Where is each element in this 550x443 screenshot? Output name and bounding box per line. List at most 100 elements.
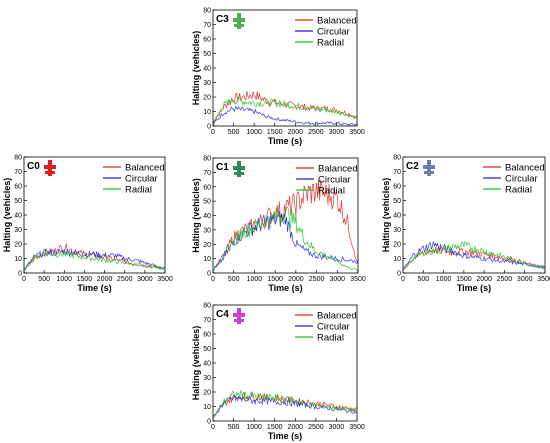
y-tick-label: 60	[393, 184, 401, 191]
y-tick-label: 10	[203, 404, 211, 411]
y-tick-label: 30	[14, 227, 22, 234]
panel-tag: C1	[216, 162, 229, 173]
chart-c0: 0 10 20 30 40 50 60 70 80 0 500 1000 1500 2000 2500 300…	[2, 155, 173, 294]
legend-label-balanced: Balanced	[317, 16, 357, 27]
y-tick-label: 10	[14, 256, 22, 263]
x-tick-label: 2000	[97, 276, 113, 283]
y-axis-label: Halting (vehicles)	[191, 31, 201, 106]
y-tick-label: 80	[393, 155, 401, 162]
x-tick-label: 2500	[497, 276, 513, 283]
x-axis-label: Time (s)	[268, 431, 302, 441]
y-tick-label: 70	[203, 170, 211, 177]
legend-label-radial: Radial	[505, 185, 532, 196]
chart-c3: 0 10 20 30 40 50 60 70 80 0 500 1000 1500 2000 2500 300…	[191, 8, 365, 147]
y-tick-label: 30	[203, 80, 211, 87]
y-tick-label: 80	[203, 8, 211, 15]
x-axis-label: Time (s)	[457, 283, 491, 293]
x-tick-label: 2000	[288, 276, 304, 283]
chart-c4: 0 10 20 30 40 50 60 70 80 0 500 1000 1500 2000 2500 300…	[191, 303, 365, 442]
intersection-icon	[233, 13, 245, 29]
legend-label-circular: Circular	[317, 27, 350, 38]
y-tick-label: 30	[203, 227, 211, 234]
legend-label-radial: Radial	[317, 38, 344, 49]
y-tick-label: 40	[14, 213, 22, 220]
y-tick-label: 50	[393, 198, 401, 205]
x-tick-label: 1000	[246, 129, 262, 136]
x-tick-label: 500	[228, 276, 240, 283]
legend-label-balanced: Balanced	[125, 163, 165, 174]
x-tick-label: 2500	[308, 424, 324, 431]
x-tick-label: 3000	[329, 424, 345, 431]
series-line-balanced	[212, 391, 358, 418]
series-line-radial	[23, 249, 166, 272]
x-tick-label: 3500	[350, 276, 366, 283]
intersection-icon	[423, 160, 435, 176]
y-tick-label: 40	[393, 213, 401, 220]
x-tick-label: 2000	[287, 129, 303, 136]
x-axis-label: Time (s)	[268, 136, 302, 146]
series-line-radial	[212, 206, 359, 272]
legend-label-balanced: Balanced	[317, 311, 357, 322]
x-tick-label: 500	[228, 424, 240, 431]
legend-label-radial: Radial	[317, 333, 344, 344]
series-line-balanced	[212, 91, 358, 124]
x-tick-label: 1000	[246, 424, 262, 431]
y-axis-label: Halting (vehicles)	[191, 326, 201, 401]
x-tick-label: 2000	[476, 276, 492, 283]
y-tick-label: 50	[203, 51, 211, 58]
y-axis-label: Halting (vehicles)	[191, 178, 201, 253]
y-tick-label: 20	[203, 242, 211, 249]
x-tick-label: 0	[401, 276, 405, 283]
panel-tag: C3	[216, 14, 229, 25]
y-tick-label: 40	[203, 66, 211, 73]
x-tick-label: 1500	[456, 276, 472, 283]
x-tick-label: 3000	[137, 276, 153, 283]
y-tick-label: 20	[393, 242, 401, 249]
x-tick-label: 500	[228, 129, 240, 136]
panel-tag: C0	[27, 161, 40, 172]
legend-label-balanced: Balanced	[318, 164, 358, 175]
y-tick-label: 80	[203, 303, 211, 310]
y-tick-label: 0	[397, 271, 401, 278]
y-axis-label: Halting (vehicles)	[2, 178, 12, 253]
y-tick-label: 20	[203, 390, 211, 397]
intersection-icon	[233, 308, 245, 324]
series-line-radial	[212, 389, 358, 418]
x-tick-label: 500	[417, 276, 429, 283]
y-tick-label: 60	[203, 37, 211, 44]
legend-label-circular: Circular	[318, 175, 351, 186]
legend-label-circular: Circular	[317, 322, 350, 333]
x-tick-label: 3000	[329, 129, 345, 136]
y-tick-label: 40	[203, 361, 211, 368]
y-tick-label: 10	[203, 256, 211, 263]
y-tick-label: 20	[14, 242, 22, 249]
panel-tag: C2	[406, 161, 419, 172]
y-tick-label: 60	[203, 184, 211, 191]
legend-label-radial: Radial	[318, 186, 345, 197]
x-tick-label: 0	[211, 424, 215, 431]
chart-c1: 0 10 20 30 40 50 60 70 80 0 500 1000 1500 2000 2500 300…	[191, 156, 366, 294]
legend-label-radial: Radial	[125, 185, 152, 196]
y-tick-label: 80	[203, 156, 211, 163]
x-tick-label: 3500	[349, 424, 365, 431]
series-line-balanced	[23, 243, 166, 272]
x-tick-label: 2000	[287, 424, 303, 431]
y-tick-label: 60	[203, 332, 211, 339]
x-tick-label: 1500	[77, 276, 93, 283]
x-axis-label: Time (s)	[268, 283, 302, 293]
legend-label-circular: Circular	[505, 174, 538, 185]
panel-tag: C4	[216, 309, 229, 320]
legend-label-circular: Circular	[125, 174, 158, 185]
y-tick-label: 50	[203, 199, 211, 206]
chart-c2: 0 10 20 30 40 50 60 70 80 0 500 1000 1500 2000 2500 300…	[381, 155, 550, 294]
x-tick-label: 500	[38, 276, 50, 283]
x-axis-label: Time (s)	[77, 283, 111, 293]
y-tick-label: 50	[14, 198, 22, 205]
y-tick-label: 70	[14, 169, 22, 176]
x-tick-label: 0	[211, 276, 215, 283]
x-tick-label: 3500	[157, 276, 173, 283]
y-tick-label: 0	[207, 419, 211, 426]
y-tick-label: 70	[393, 169, 401, 176]
x-tick-label: 3000	[517, 276, 533, 283]
